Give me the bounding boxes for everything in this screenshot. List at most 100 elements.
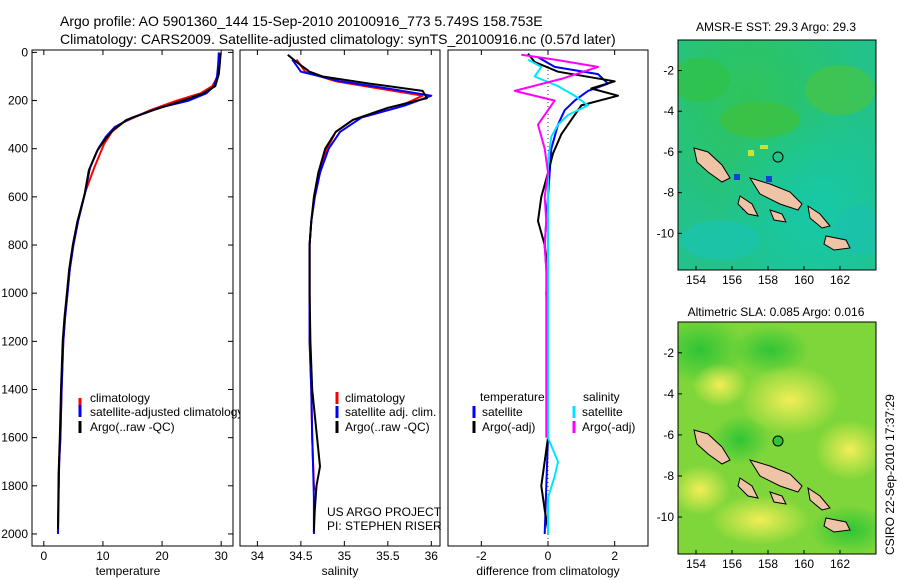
sst-warm-pixel — [760, 145, 768, 149]
figure-title-line2: Climatology: CARS2009. Satellite-adjuste… — [60, 31, 616, 47]
credit-project: US ARGO PROJECT — [327, 505, 442, 519]
salinity-xlabel: salinity — [322, 564, 359, 578]
x-tick-label: 0 — [40, 549, 47, 563]
x-tick-label: -2 — [476, 549, 487, 563]
footer-timestamp: CSIRO 22-Sep-2010 17:37:29 — [883, 394, 897, 555]
y-tick-label: 0 — [21, 45, 28, 59]
legend-temp-argo-label: Argo(-adj) — [482, 420, 535, 434]
legend-argo-label: Argo(..raw -QC) — [90, 420, 175, 434]
x-tick-label: 35.5 — [376, 549, 400, 563]
salinity-legend: climatology satellite adj. clim. Argo(..… — [335, 391, 436, 434]
x-tick-label: 34 — [251, 549, 265, 563]
map-y-tick-label: -8 — [663, 469, 674, 483]
x-tick-label: 20 — [155, 549, 169, 563]
x-tick-label: 30 — [214, 549, 228, 563]
map-y-tick-label: -10 — [657, 226, 675, 240]
salinity-axes-frame — [239, 49, 441, 547]
map-y-tick-label: -4 — [663, 104, 674, 118]
y-tick-label: 1600 — [1, 431, 28, 445]
map-x-tick-label: 158 — [758, 557, 778, 571]
map-y-tick-label: -6 — [663, 145, 674, 159]
x-tick-label: 35 — [338, 549, 352, 563]
legend-temp-satellite-label: satellite — [482, 405, 523, 419]
temperature-legend: climatology satellite-adjusted climatolo… — [78, 391, 243, 434]
y-tick-label: 1400 — [1, 382, 28, 396]
map-x-tick-label: 160 — [794, 557, 814, 571]
island — [748, 177, 803, 211]
y-tick-label: 1200 — [1, 334, 28, 348]
y-tick-label: 200 — [8, 94, 28, 108]
difference-legend: temperature salinity satellite Argo(-adj… — [472, 390, 635, 434]
island — [807, 486, 831, 511]
series-argo-adj--line — [513, 53, 599, 438]
y-tick-label: 600 — [8, 190, 28, 204]
x-tick-label: 34.5 — [289, 549, 313, 563]
difference-xlabel: difference from climatology — [476, 564, 619, 578]
y-tick-label: 1800 — [1, 479, 28, 493]
map-x-tick-label: 154 — [686, 557, 706, 571]
map-x-tick-label: 154 — [686, 273, 706, 287]
legend-satellite-label: satellite adj. clim. — [345, 405, 436, 419]
sla-map-panel: Altimetric SLA: 0.085 Argo: 0.016 154 156… — [657, 305, 877, 571]
sst-map-frame — [677, 39, 877, 271]
x-tick-label: 36 — [425, 549, 439, 563]
series-argo-raw-qc--line — [287, 54, 428, 532]
y-tick-label: 1000 — [1, 286, 28, 300]
sst-map-panel: AMSR-E SST: 29.3 Argo: 29.3 — [657, 20, 877, 287]
sst-map-title: AMSR-E SST: 29.3 Argo: 29.3 — [696, 20, 856, 34]
y-tick-label: 2000 — [1, 527, 28, 541]
temperature-panel: 0 10 20 30 0 200 400 600 800 1000 1200 1400 1600 180… — [1, 45, 243, 578]
argo-float-marker — [772, 435, 784, 447]
map-x-tick-label: 162 — [830, 273, 850, 287]
island — [693, 147, 731, 183]
map-y-tick-label: -6 — [663, 428, 674, 442]
island — [737, 477, 759, 499]
sst-cold-pixel — [766, 176, 772, 182]
figure-title-line1: Argo profile: AO 5901360_144 15-Sep-2010… — [60, 13, 543, 29]
y-tick-label: 400 — [8, 142, 28, 156]
map-x-tick-label: 158 — [758, 273, 778, 287]
legend-argo-label: Argo(..raw -QC) — [345, 420, 430, 434]
sst-cold-pixel — [734, 174, 740, 180]
x-tick-label: 10 — [96, 549, 110, 563]
island — [693, 429, 731, 465]
temperature-axes-frame — [31, 49, 234, 547]
legend-salinity-title: salinity — [583, 390, 620, 404]
map-y-tick-label: -2 — [663, 64, 674, 78]
legend-satellite-label: satellite-adjusted climatology — [90, 405, 243, 419]
island — [823, 517, 851, 533]
legend-temperature-title: temperature — [480, 390, 545, 404]
y-tick-label: 800 — [8, 238, 28, 252]
island — [807, 204, 831, 229]
argo-float-marker — [772, 151, 784, 163]
island — [823, 235, 851, 251]
sst-warm-pixel — [748, 150, 754, 156]
map-y-tick-label: -10 — [657, 510, 675, 524]
sla-map-title: Altimetric SLA: 0.085 Argo: 0.016 — [688, 305, 865, 319]
legend-sal-satellite-label: satellite — [582, 405, 623, 419]
island — [748, 459, 803, 493]
island — [769, 491, 787, 505]
legend-climatology-label: climatology — [90, 391, 150, 405]
series-satellite-adj-clim--line — [291, 59, 433, 534]
difference-panel: -2 0 2 difference from climatology tempera… — [447, 49, 649, 578]
x-tick-label: 2 — [611, 549, 618, 563]
sla-map-frame — [677, 321, 877, 555]
series-argo-raw-qc--line — [57, 53, 222, 530]
legend-climatology-label: climatology — [345, 391, 405, 405]
salinity-panel: 34 34.5 35 35.5 36 salinity climatology sate… — [239, 49, 442, 578]
temperature-xlabel: temperature — [96, 564, 161, 578]
map-x-tick-label: 160 — [794, 273, 814, 287]
legend-sal-argo-label: Argo(-adj) — [582, 420, 635, 434]
island — [769, 209, 787, 223]
map-y-tick-label: -8 — [663, 186, 674, 200]
x-tick-label: 0 — [545, 549, 552, 563]
island — [737, 195, 759, 217]
map-y-tick-label: -4 — [663, 387, 674, 401]
map-y-tick-label: -2 — [663, 346, 674, 360]
map-x-tick-label: 156 — [722, 273, 742, 287]
credit-pi: PI: STEPHEN RISER — [327, 519, 442, 533]
map-x-tick-label: 156 — [722, 557, 742, 571]
map-x-tick-label: 162 — [830, 557, 850, 571]
